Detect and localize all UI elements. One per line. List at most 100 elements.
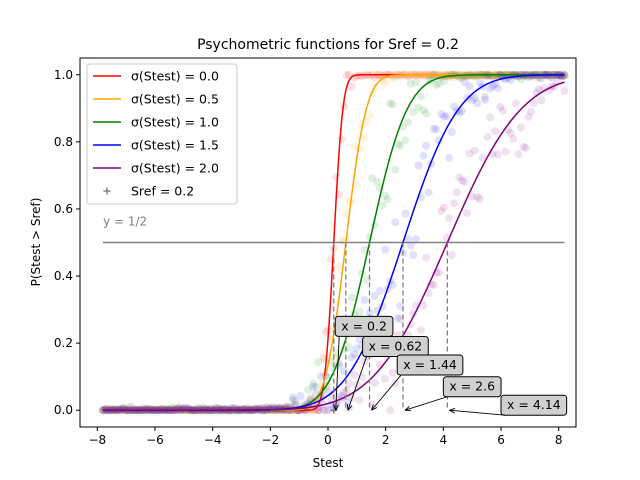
x-tick-label: 6: [497, 433, 505, 447]
scatter-point: [401, 136, 410, 145]
annotation-arrowhead: [333, 404, 339, 411]
scatter-point: [352, 71, 361, 80]
scatter-point: [296, 392, 305, 400]
scatter-point: [434, 79, 443, 88]
scatter-point: [165, 405, 174, 414]
annotation-box: [396, 354, 464, 376]
scatter-point: [560, 71, 569, 80]
scatter-point: [393, 313, 402, 322]
scatter-point: [473, 99, 482, 108]
scatter-point: [150, 405, 159, 414]
plot-clip-group: [99, 70, 569, 415]
legend: σ(Stest) = 0.0 σ(Stest) = 0.5 σ(Stest) = 1…: [86, 63, 238, 205]
scatter-point: [529, 99, 538, 108]
scatter-point: [404, 235, 413, 244]
scatter-point: [324, 406, 333, 415]
scatter-point: [350, 370, 359, 379]
annotation-label: x = 2.6: [449, 379, 495, 394]
scatter-point: [419, 301, 428, 310]
scatter-point: [360, 245, 369, 254]
scatter-point: [186, 405, 195, 414]
scatter-point: [360, 134, 369, 143]
scatter-point: [173, 405, 182, 414]
scatter-point: [355, 396, 364, 405]
scatter-point: [311, 406, 320, 415]
y-tick-label: 0.4: [54, 269, 73, 283]
scatter-point: [432, 80, 441, 89]
scatter-point: [219, 405, 228, 414]
scatter-point: [355, 307, 364, 316]
scatter-point: [391, 379, 400, 388]
scatter-point: [468, 96, 477, 105]
scatter-point: [465, 72, 474, 80]
half-line-label: y = 1/2: [103, 215, 147, 229]
scatter-point: [117, 405, 125, 413]
scatter-point: [560, 71, 569, 80]
scatter-point: [473, 192, 482, 201]
annotation-arrow: [404, 396, 448, 411]
annotation-1: x = 0.62: [347, 335, 429, 411]
scatter-point: [240, 405, 249, 413]
scatter-point: [352, 344, 361, 353]
scatter-point: [483, 132, 492, 141]
scatter-point: [314, 358, 323, 366]
scatter-point: [468, 192, 477, 201]
annotation-box: [362, 335, 429, 357]
scatter-point: [365, 309, 374, 317]
scatter-point: [355, 71, 364, 80]
scatter-point: [383, 195, 392, 204]
scatter-point: [347, 293, 356, 302]
y-tick-label: 1.0: [54, 68, 73, 82]
scatter-point: [347, 353, 356, 362]
scatter-point: [381, 191, 389, 200]
scatter-point: [288, 395, 297, 404]
scatter-point: [176, 402, 184, 411]
scatter-point: [527, 107, 536, 116]
scatter-point: [388, 100, 397, 109]
scatter-point: [486, 84, 495, 93]
scatter-point: [416, 92, 425, 101]
scatter-point: [386, 99, 395, 108]
scatter-point: [475, 194, 484, 203]
scatter-point: [222, 405, 231, 414]
scatter-point: [360, 296, 369, 305]
scatter-point: [232, 405, 241, 413]
scatter-point: [178, 405, 187, 414]
scatter-point: [288, 393, 297, 402]
scatter-point: [493, 71, 502, 80]
legend-entry: σ(Stest) = 1.0: [131, 115, 219, 130]
scatter-point: [424, 188, 433, 197]
annotation-arrow: [371, 374, 402, 411]
scatter-point: [337, 135, 346, 144]
scatter-point: [168, 403, 177, 412]
scatter-point: [196, 405, 205, 414]
scatter-point: [252, 405, 261, 414]
scatter-point: [381, 79, 389, 87]
legend-entry: Sref = 0.2: [131, 184, 194, 199]
scatter-point: [414, 72, 423, 80]
scatter-point: [378, 201, 387, 210]
scatter-point: [391, 218, 400, 227]
scatter-point: [509, 71, 518, 80]
x-tick-label: −4: [204, 433, 222, 447]
scatter-point: [145, 405, 154, 414]
scatter-point: [388, 368, 397, 377]
scatter-point: [478, 153, 487, 162]
scatter-point: [306, 393, 315, 402]
scatter-point: [342, 397, 351, 406]
scatter-point: [368, 174, 377, 183]
scatter-point: [419, 71, 428, 80]
scatter-point: [450, 102, 459, 111]
scatter-point: [181, 405, 190, 413]
scatter-point: [350, 350, 359, 359]
legend-entry: σ(Stest) = 0.0: [131, 69, 219, 84]
curve-series-4: [103, 81, 565, 411]
scatter-point: [509, 134, 518, 143]
scatter-point: [557, 72, 566, 81]
scatter-point: [234, 405, 243, 414]
scatter-point: [129, 405, 138, 414]
scatter-point: [334, 262, 343, 271]
scatter-point: [560, 87, 569, 96]
scatter-point: [160, 405, 169, 414]
